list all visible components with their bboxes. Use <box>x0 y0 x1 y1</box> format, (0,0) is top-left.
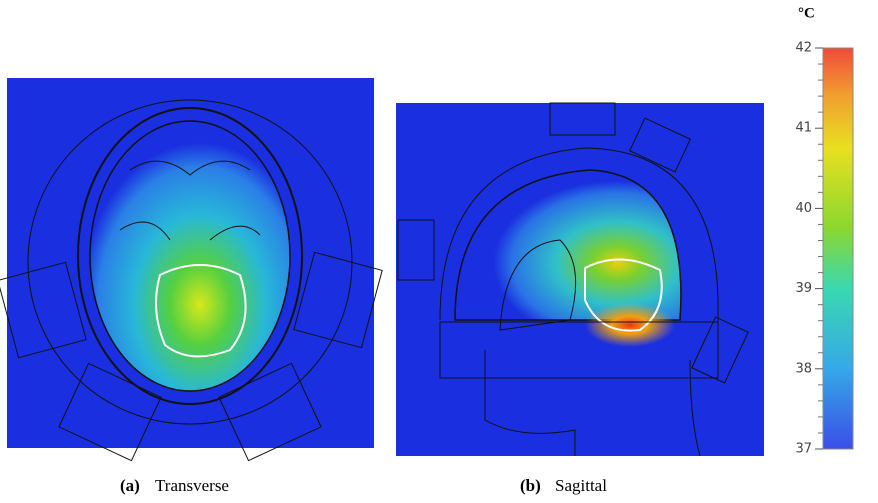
colorbar-tick-label: 42 <box>795 41 812 56</box>
panel-caption: Transverse <box>155 476 229 495</box>
sagittal-image <box>396 102 764 457</box>
colorbar-tick-label: 40 <box>795 201 812 216</box>
colorbar <box>822 47 854 450</box>
panel-caption: Sagittal <box>555 476 607 495</box>
colorbar-tick-label: 41 <box>795 121 812 136</box>
colorbar-tick-label: 37 <box>795 442 812 457</box>
colorbar-tick-label: 38 <box>795 361 812 376</box>
panel-label: (b) <box>520 476 541 495</box>
colorbar-unit: °C <box>798 5 815 21</box>
panel-label: (a) <box>120 476 140 495</box>
transverse-image <box>0 78 383 462</box>
colorbar-tick-label: 39 <box>795 281 812 296</box>
